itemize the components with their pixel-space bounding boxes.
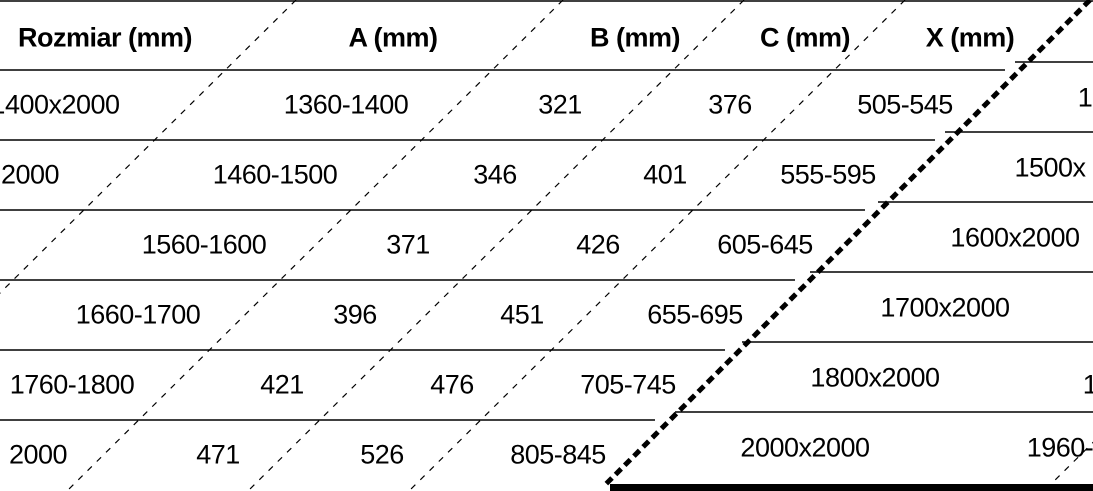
cell-a: 1460-1500 <box>212 159 338 190</box>
cell-b: 321 <box>538 89 582 120</box>
cell-right: 1 <box>1082 369 1093 400</box>
bottom-bar <box>610 484 1093 491</box>
cell-x: 705-745 <box>580 369 676 400</box>
header-x: X (mm) <box>925 22 1015 53</box>
header-b: B (mm) <box>590 22 681 53</box>
cell-b: 346 <box>473 159 517 190</box>
cell-c: 401 <box>643 159 687 190</box>
cell-a: 1560-1600 <box>141 229 267 260</box>
cell-b: 471 <box>196 439 240 470</box>
column-divider <box>408 0 906 491</box>
header-c: C (mm) <box>760 22 851 53</box>
cell-b: 396 <box>333 299 377 330</box>
cell-a: 2000 <box>8 439 68 470</box>
cell-c: 451 <box>500 299 544 330</box>
cell-a: 1660-1700 <box>75 299 201 330</box>
cell-right: 1600x2000 <box>950 222 1080 253</box>
cell-a: 1360-1400 <box>283 89 409 120</box>
cell-right: 2000x2000 <box>740 432 870 463</box>
cell-right: 1700x2000 <box>880 292 1010 323</box>
cell-right: 1960- <box>1026 432 1093 463</box>
cell-c: 526 <box>360 439 404 470</box>
cell-x: 805-845 <box>510 439 606 470</box>
header-a: A (mm) <box>348 22 439 53</box>
cell-c: 476 <box>430 369 474 400</box>
cell-size: 2000 <box>0 159 60 190</box>
cell-c: 426 <box>576 229 620 260</box>
cell-b: 371 <box>386 229 430 260</box>
cell-x: 655-695 <box>647 299 743 330</box>
cell-c: 376 <box>708 89 752 120</box>
cell-right: 1800x2000 <box>810 362 940 393</box>
cell-right: 1500x <box>1014 152 1086 183</box>
cell-x: 505-545 <box>857 89 953 120</box>
cell-size: 1400x2000 <box>0 89 120 120</box>
cell-x: 555-595 <box>780 159 876 190</box>
cell-b: 421 <box>260 369 304 400</box>
cell-a: 1760-1800 <box>9 369 135 400</box>
cell-x: 605-645 <box>717 229 813 260</box>
cell-right: 1 <box>1077 82 1093 113</box>
header-size: Rozmiar (mm) <box>17 22 193 53</box>
thick-diagonal <box>603 0 1092 487</box>
